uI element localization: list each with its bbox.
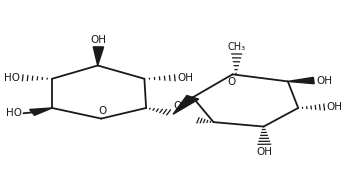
Text: O: O	[173, 101, 181, 111]
Text: O: O	[99, 107, 107, 116]
Text: CH₃: CH₃	[228, 42, 246, 52]
Text: OH: OH	[91, 35, 107, 45]
Polygon shape	[93, 47, 104, 65]
Text: OH: OH	[316, 76, 332, 85]
Text: HO: HO	[6, 108, 22, 118]
Text: OH: OH	[177, 73, 193, 83]
Text: HO: HO	[4, 73, 20, 83]
Text: OH: OH	[327, 102, 342, 112]
Polygon shape	[29, 108, 52, 115]
Polygon shape	[173, 96, 199, 114]
Text: O: O	[228, 77, 236, 87]
Text: OH: OH	[256, 147, 272, 156]
Polygon shape	[288, 77, 314, 84]
